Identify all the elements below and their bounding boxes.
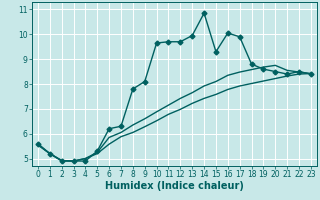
X-axis label: Humidex (Indice chaleur): Humidex (Indice chaleur) xyxy=(105,181,244,191)
